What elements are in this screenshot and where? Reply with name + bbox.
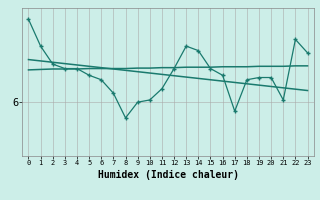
X-axis label: Humidex (Indice chaleur): Humidex (Indice chaleur) xyxy=(98,170,238,180)
